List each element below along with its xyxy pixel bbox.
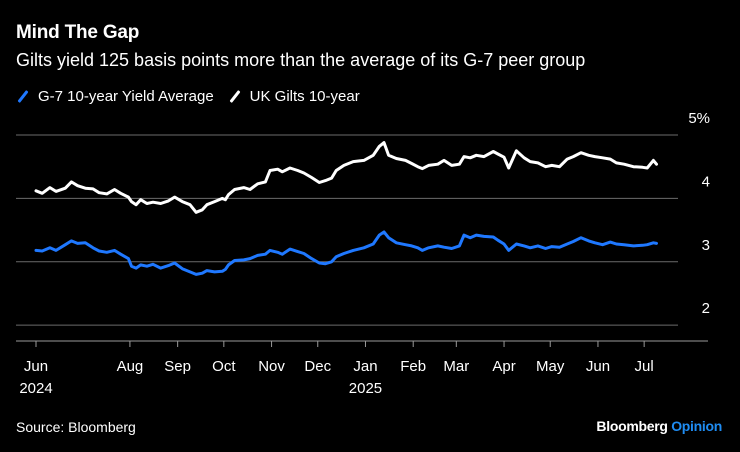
legend-label-g7: G-7 10-year Yield Average	[38, 88, 214, 105]
y-tick-label: 3	[702, 237, 710, 254]
series-line-g7	[34, 230, 658, 276]
y-axis: 5% 4 3 2	[688, 110, 710, 317]
x-tick-label: Jun	[24, 358, 48, 375]
brand-logo: Bloomberg Opinion	[596, 418, 722, 434]
x-tick-label: Jan	[353, 358, 377, 375]
chart-title: Mind The Gap	[16, 22, 140, 43]
y-tick-label: 4	[702, 173, 710, 190]
brand-name: Bloomberg	[596, 418, 668, 434]
x-tick-label: Mar	[443, 358, 469, 375]
x-tick-label: Nov	[258, 358, 285, 375]
legend: G-7 10-year Yield Average UK Gilts 10-ye…	[16, 88, 374, 105]
y-tick-label: 2	[702, 300, 710, 317]
series-line-uk	[34, 141, 658, 214]
x-tick-label: May	[536, 358, 565, 375]
x-axis: Jun 2024 Aug Sep Oct Nov Dec Jan 2025 Feb Mar Apr Ma…	[16, 340, 708, 397]
x-tick-label: Apr	[492, 358, 515, 375]
legend-item-uk: UK Gilts 10-year	[228, 88, 360, 105]
x-tick-label: Oct	[212, 358, 236, 375]
y-tick-label: 5%	[688, 110, 710, 127]
series	[34, 141, 658, 276]
x-tick-label: Sep	[164, 358, 191, 375]
brand-suffix: Opinion	[671, 418, 722, 434]
x-tick-label: Jun	[586, 358, 610, 375]
legend-item-g7: G-7 10-year Yield Average	[16, 88, 214, 105]
source-note: Source: Bloomberg	[16, 419, 136, 435]
x-tick-label: Jul	[635, 358, 654, 375]
x-tick-label: Aug	[117, 358, 144, 375]
grid	[16, 134, 678, 326]
legend-label-uk: UK Gilts 10-year	[249, 88, 360, 105]
x-tick-year-label: 2025	[349, 380, 382, 397]
x-tick-year-label: 2024	[19, 380, 52, 397]
x-tick-label: Feb	[400, 358, 426, 375]
chart-subtitle: Gilts yield 125 basis points more than t…	[16, 50, 586, 70]
x-tick-label: Dec	[304, 358, 331, 375]
